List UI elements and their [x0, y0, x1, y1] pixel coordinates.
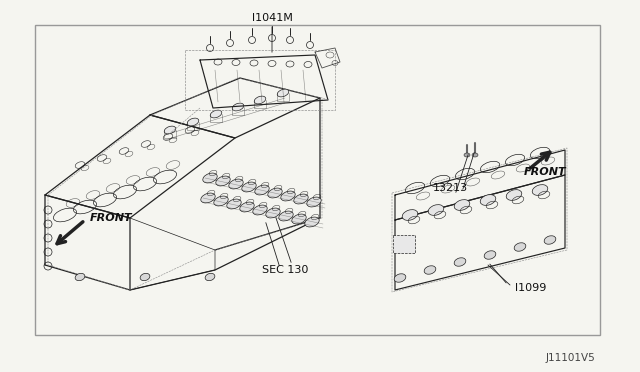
Ellipse shape	[164, 126, 176, 134]
Ellipse shape	[266, 208, 280, 218]
Ellipse shape	[203, 173, 217, 183]
Ellipse shape	[514, 243, 526, 251]
Ellipse shape	[544, 236, 556, 244]
Ellipse shape	[532, 185, 548, 195]
Ellipse shape	[210, 110, 222, 118]
Ellipse shape	[428, 205, 444, 215]
Ellipse shape	[188, 118, 199, 126]
Ellipse shape	[279, 211, 293, 221]
Text: 13213: 13213	[433, 183, 468, 193]
Ellipse shape	[216, 176, 230, 186]
Ellipse shape	[472, 153, 478, 157]
Ellipse shape	[254, 96, 266, 104]
Bar	[393, 235, 415, 253]
Ellipse shape	[480, 195, 496, 205]
Ellipse shape	[205, 273, 215, 280]
Ellipse shape	[424, 266, 436, 274]
Ellipse shape	[281, 191, 295, 201]
Ellipse shape	[268, 188, 282, 198]
Ellipse shape	[454, 258, 466, 266]
Ellipse shape	[305, 217, 319, 227]
Text: FRONT: FRONT	[524, 167, 566, 177]
Ellipse shape	[464, 153, 470, 157]
Ellipse shape	[228, 179, 243, 189]
Ellipse shape	[242, 182, 256, 192]
Text: FRONT: FRONT	[90, 213, 132, 223]
Bar	[35, 25, 600, 335]
Ellipse shape	[75, 273, 85, 280]
Ellipse shape	[394, 274, 406, 282]
Ellipse shape	[201, 193, 215, 203]
Ellipse shape	[484, 251, 496, 259]
Ellipse shape	[402, 210, 418, 220]
Ellipse shape	[232, 103, 244, 111]
Text: SEC 130: SEC 130	[262, 265, 308, 275]
Ellipse shape	[240, 202, 254, 212]
Ellipse shape	[255, 185, 269, 195]
Ellipse shape	[214, 196, 228, 206]
Text: J11101V5: J11101V5	[545, 353, 595, 363]
Ellipse shape	[253, 205, 268, 215]
Ellipse shape	[506, 190, 522, 201]
Ellipse shape	[307, 197, 321, 207]
Ellipse shape	[140, 273, 150, 280]
Text: l1041M: l1041M	[252, 13, 292, 23]
Ellipse shape	[454, 200, 470, 210]
Text: l1099: l1099	[515, 283, 547, 293]
Ellipse shape	[294, 194, 308, 204]
Ellipse shape	[277, 89, 289, 97]
Ellipse shape	[292, 214, 306, 224]
Ellipse shape	[227, 199, 241, 209]
